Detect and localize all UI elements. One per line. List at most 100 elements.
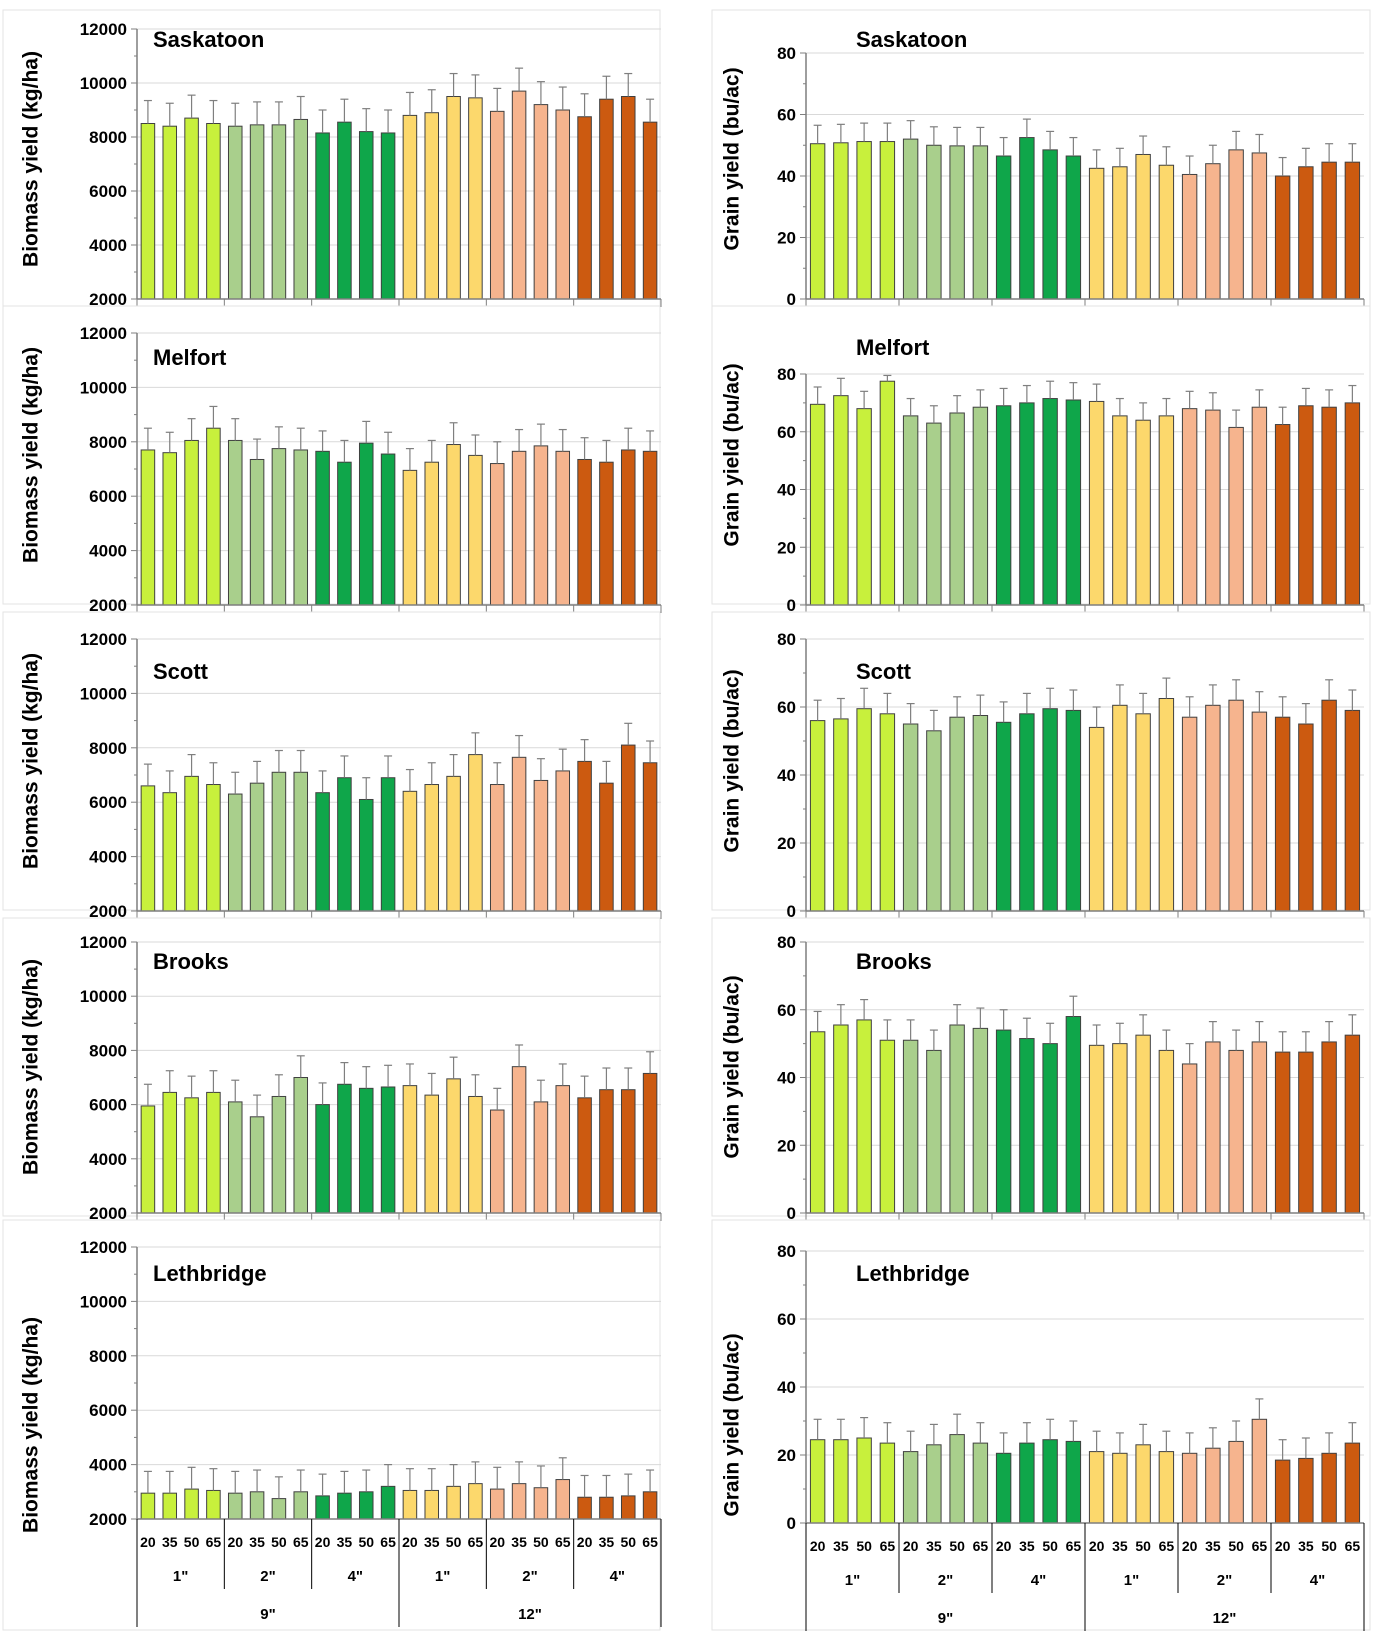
bar: [489, 463, 505, 606]
y-tick-label: 2000: [89, 596, 127, 615]
y-tick-label: 2000: [89, 290, 127, 309]
bar: [1112, 166, 1128, 300]
bar: [1112, 1043, 1128, 1214]
saskatoon-biomass-chart: 2000 4000 6000 8000 10000 12000 Biomass yield …: [2, 9, 662, 309]
y-tick-label: 8000: [89, 433, 127, 452]
y-axis-label: Biomass yield (kg/ha): [20, 51, 43, 267]
bar: [271, 771, 287, 912]
bar: [1298, 405, 1314, 606]
bar: [620, 1089, 636, 1214]
bar: [1344, 402, 1361, 606]
bar: [902, 415, 919, 606]
y-tick-label: 0: [787, 902, 796, 921]
bar: [833, 395, 849, 606]
x-depth-label: 4": [610, 1568, 625, 1585]
y-tick-label: 40: [777, 167, 796, 186]
bar: [511, 90, 527, 300]
bar: [1205, 704, 1221, 912]
y-tick-label: 4000: [89, 1456, 127, 1475]
y-tick-label: 4000: [89, 1150, 127, 1169]
bar: [1344, 709, 1361, 912]
chart-frame: [2, 1219, 661, 1631]
x-spacing-label: 9": [938, 1610, 953, 1627]
bar: [424, 1489, 440, 1520]
bar: [1321, 1041, 1337, 1214]
x-tick-label-rate: 50: [446, 1534, 462, 1550]
x-tick-label-rate: 50: [1135, 1538, 1151, 1554]
bar: [446, 1485, 461, 1520]
scott-biomass-chart: 2000 4000 6000 8000 10000 12000 Biomass yield …: [2, 611, 662, 921]
brooks-grain-chart: 0 20 40 60 80 Grain yield (bu/ac) Brooks: [711, 917, 1371, 1223]
y-tick-label: 60: [777, 106, 796, 125]
y-tick-label: 40: [777, 1069, 796, 1088]
bar: [249, 124, 265, 300]
bar: [1088, 400, 1105, 606]
bar: [358, 442, 374, 606]
bar: [809, 143, 826, 300]
bar: [972, 1442, 989, 1524]
y-tick-label: 12000: [80, 20, 127, 39]
bar: [468, 754, 483, 912]
bar: [337, 1083, 352, 1214]
x-tick-label-rate: 20: [489, 1534, 505, 1550]
bar: [599, 782, 614, 912]
x-tick-label-rate: 65: [555, 1534, 571, 1550]
bar: [227, 1492, 243, 1520]
bar: [1019, 713, 1035, 912]
x-tick-label-rate: 65: [973, 1538, 989, 1554]
x-tick-label-rate: 35: [1298, 1538, 1314, 1554]
bar: [1181, 173, 1198, 300]
x-tick-label-rate: 20: [1182, 1538, 1198, 1554]
bar: [599, 461, 614, 606]
bar: [902, 1039, 919, 1214]
site-label: Melfort: [153, 345, 227, 370]
y-tick-label: 20: [777, 538, 796, 557]
bar: [1088, 167, 1105, 300]
bar: [902, 1451, 919, 1524]
y-tick-label: 40: [777, 1378, 796, 1397]
x-depth-label: 4": [348, 1568, 363, 1585]
bar: [206, 1091, 221, 1214]
site-label: Brooks: [153, 949, 229, 974]
y-tick-label: 60: [777, 698, 796, 717]
x-spacing-label: 12": [1213, 1610, 1237, 1627]
y-axis-label: Grain yield (bu/ac): [721, 363, 744, 546]
x-tick-label-rate: 35: [1205, 1538, 1221, 1554]
bar: [1065, 709, 1082, 912]
chart-frame: [2, 917, 661, 1217]
bar: [809, 1031, 826, 1214]
bar: [1042, 149, 1058, 300]
x-depth-label: 2": [522, 1568, 537, 1585]
y-axis-label: Grain yield (bu/ac): [721, 67, 744, 250]
bar: [206, 427, 221, 606]
bar: [446, 1078, 461, 1214]
x-tick-label-rate: 50: [1228, 1538, 1244, 1554]
x-tick-label-rate: 65: [468, 1534, 484, 1550]
bar: [511, 1066, 527, 1214]
bar: [972, 1027, 989, 1214]
x-tick-label-rate: 65: [1159, 1538, 1175, 1554]
bar: [1344, 161, 1361, 300]
bar: [1274, 1051, 1291, 1214]
bar: [879, 713, 896, 912]
x-tick-label-rate: 20: [1275, 1538, 1291, 1554]
x-tick-label-rate: 35: [1019, 1538, 1035, 1554]
x-tick-label-rate: 35: [511, 1534, 527, 1550]
site-label: Scott: [153, 659, 209, 684]
bar: [856, 1019, 872, 1214]
bar: [402, 1085, 418, 1214]
bar: [337, 461, 352, 606]
bar: [1321, 699, 1337, 912]
bar: [1251, 711, 1268, 912]
y-tick-label: 80: [777, 630, 796, 649]
bar: [227, 793, 243, 912]
bar: [271, 448, 287, 606]
bar: [533, 445, 549, 606]
bar: [424, 461, 440, 606]
bar: [206, 1489, 221, 1520]
bar: [293, 449, 309, 606]
y-tick-label: 20: [777, 229, 796, 248]
y-tick-label: 0: [787, 290, 796, 309]
x-tick-label-rate: 35: [337, 1534, 353, 1550]
bar: [1298, 723, 1314, 912]
